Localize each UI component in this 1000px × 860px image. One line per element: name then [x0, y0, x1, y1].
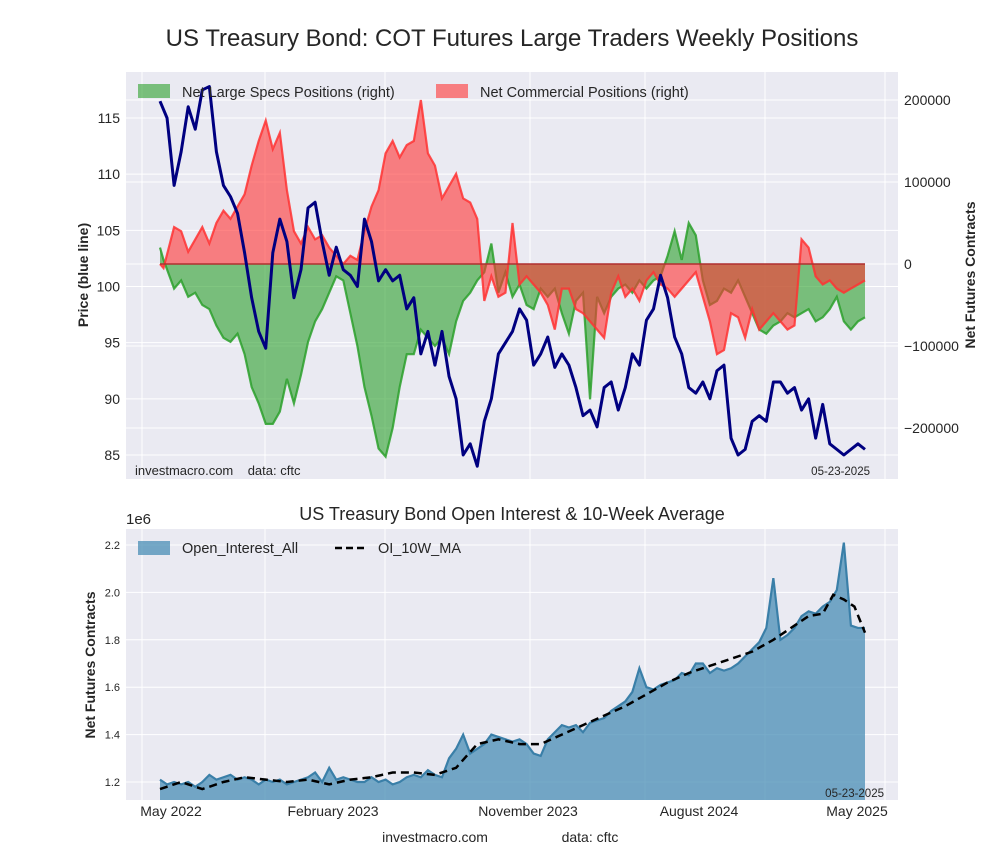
legend-label-open-interest: Open_Interest_All — [182, 541, 298, 557]
y-scale-label: 1e6 — [126, 511, 151, 528]
bottom-title: US Treasury Bond Open Interest & 10-Week… — [299, 504, 725, 524]
bottom-x-tick-label: August 2024 — [660, 803, 739, 819]
footer-site: investmacro.com — [382, 829, 488, 845]
legend-swatch-specs — [138, 84, 170, 98]
bottom-y-tick-label: 1.8 — [105, 635, 120, 647]
footer-source: data: cftc — [562, 829, 619, 845]
bottom-y-tick-label: 1.6 — [105, 682, 120, 694]
left-y-tick-label: 100 — [97, 279, 121, 295]
right-y-tick-label: 200000 — [904, 92, 951, 108]
left-y-tick-label: 90 — [104, 391, 120, 407]
bottom-y-tick-label: 2.0 — [105, 587, 120, 599]
bottom-x-tick-label: February 2023 — [287, 803, 378, 819]
figure-title: US Treasury Bond: COT Futures Large Trad… — [166, 25, 859, 52]
bottom-panel: US Treasury Bond Open Interest & 10-Week… — [82, 504, 898, 819]
bottom-y-axis-label: Net Futures Contracts — [82, 591, 98, 738]
right-y-tick-label: 100000 — [904, 174, 951, 190]
legend-label-ma: OI_10W_MA — [378, 541, 461, 557]
right-y-axis-ticks: 200000 100000 0 −100000 −200000 — [904, 92, 959, 436]
bottom-date-stamp: 05-23-2025 — [825, 788, 884, 800]
bottom-y-axis-ticks: 1.2 1.4 1.6 1.8 2.0 2.2 — [105, 540, 120, 789]
bottom-y-tick-label: 2.2 — [105, 540, 120, 552]
left-y-tick-label: 105 — [97, 222, 121, 238]
bottom-y-tick-label: 1.2 — [105, 777, 120, 789]
bottom-y-tick-label: 1.4 — [105, 730, 120, 742]
legend-swatch-open-interest — [138, 541, 170, 555]
bottom-x-tick-label: November 2023 — [478, 803, 578, 819]
right-y-tick-label: 0 — [904, 256, 912, 272]
legend-swatch-commercial — [436, 84, 468, 98]
legend-label-specs: Net Large Specs Positions (right) — [182, 85, 395, 101]
right-y-axis-label: Net Futures Contracts — [962, 201, 978, 348]
left-y-tick-label: 95 — [104, 335, 120, 351]
top-panel: 85 90 95 100 105 110 115 200000 100000 0 −100000 −… — [75, 72, 978, 479]
left-y-tick-label: 115 — [98, 110, 121, 126]
bottom-x-tick-label: May 2022 — [140, 803, 202, 819]
left-y-tick-label: 85 — [104, 447, 120, 463]
left-y-axis-ticks: 85 90 95 100 105 110 115 — [97, 110, 121, 463]
legend-label-commercial: Net Commercial Positions (right) — [480, 85, 689, 101]
right-y-tick-label: −100000 — [904, 338, 959, 354]
bottom-x-axis-ticks: May 2022 February 2023 November 2023 August… — [140, 803, 888, 819]
top-date-stamp: 05-23-2025 — [811, 466, 870, 478]
bottom-x-tick-label: May 2025 — [826, 803, 888, 819]
left-y-axis-label: Price (blue line) — [75, 223, 91, 327]
left-y-tick-label: 110 — [98, 166, 121, 182]
top-watermark: investmacro.com data: cftc — [135, 463, 301, 478]
figure: US Treasury Bond: COT Futures Large Trad… — [0, 0, 1000, 860]
right-y-tick-label: −200000 — [904, 420, 959, 436]
